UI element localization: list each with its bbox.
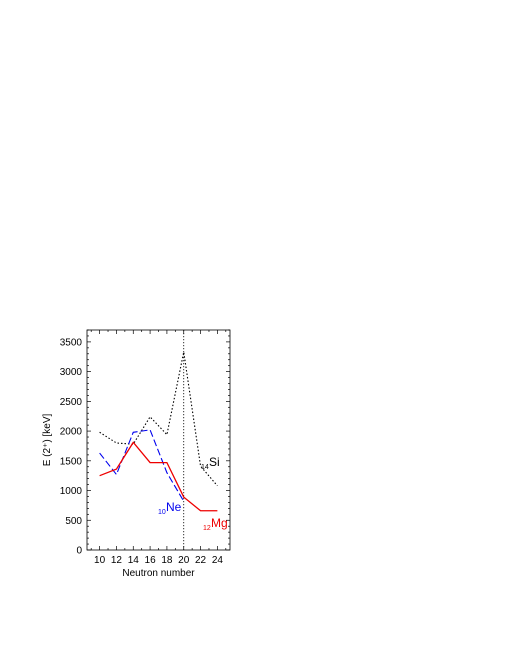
tick-labels: 10 12 14 16 18 20 22 24 0 500 1000 1500 2000 2500 3000…	[60, 337, 224, 566]
x-tick-label: 20	[178, 555, 190, 566]
y-tick-label: 3500	[60, 337, 83, 348]
y-tick-label: 500	[65, 516, 82, 527]
series-label-mg: Mg	[211, 516, 228, 530]
y-tick-label: 3000	[60, 367, 83, 378]
series-label-sub-si: 14	[201, 464, 209, 471]
tick-marks	[87, 329, 230, 551]
series-line-mg	[99, 441, 218, 512]
y-tick-label: 1500	[60, 456, 83, 467]
series-label-si: Si	[209, 455, 220, 469]
series-label-ne: Ne	[166, 500, 182, 514]
series-label-sub-mg: 12	[203, 525, 211, 532]
y-axis-label: E (2⁺) [keV]	[42, 414, 53, 467]
x-axis-label: Neutron number	[122, 568, 195, 579]
x-tick-label: 12	[111, 555, 123, 566]
y-tick-label: 2500	[60, 397, 83, 408]
plot-border	[86, 329, 231, 551]
y-tick-label: 1000	[60, 486, 83, 497]
x-tick-label: 16	[145, 555, 157, 566]
series-line-si	[99, 351, 218, 487]
x-tick-label: 14	[128, 555, 140, 566]
x-tick-label: 22	[195, 555, 207, 566]
series-labels: 14 Si 10 Ne 12 Mg	[158, 455, 228, 532]
plot-frame	[86, 329, 231, 551]
y-tick-label: 0	[76, 546, 82, 557]
x-tick-label: 10	[94, 555, 106, 566]
x-tick-label: 24	[212, 555, 224, 566]
series-label-sub-ne: 10	[158, 509, 166, 516]
y-tick-label: 2000	[60, 427, 83, 438]
x-tick-label: 18	[161, 555, 173, 566]
series-layer	[99, 351, 218, 512]
